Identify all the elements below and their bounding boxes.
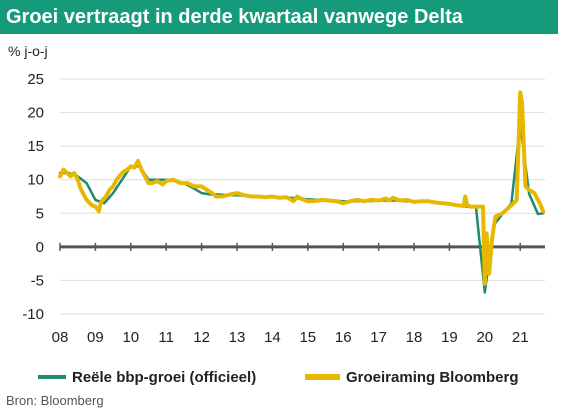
chart-title: Groei vertraagt in derde kwartaal vanweg… [0, 0, 558, 34]
legend-label-official: Reële bbp-groei (officieel) [72, 369, 256, 386]
x-tick-label: 11 [158, 329, 174, 346]
series-line-estimate [58, 90, 546, 286]
gridlines [60, 78, 545, 315]
x-tick-label: 21 [512, 329, 529, 346]
legend: Reële bbp-groei (officieel) Groeiraming … [38, 369, 519, 386]
y-axis-unit-label: % j-o-j [8, 43, 48, 59]
y-tick-label: -10 [22, 306, 44, 323]
source-note: Bron: Bloomberg [6, 393, 104, 408]
x-tick-label: 12 [193, 329, 210, 346]
y-tick-label: 5 [36, 205, 44, 222]
y-tick-label: 0 [36, 239, 44, 256]
x-tick-label: 13 [229, 329, 246, 346]
x-tick-label: 08 [52, 329, 69, 346]
legend-label-estimate: Groeiraming Bloomberg [346, 369, 519, 386]
x-tick-label: 18 [406, 329, 423, 346]
x-tick-label: 16 [335, 329, 352, 346]
x-tick-label: 20 [476, 329, 493, 346]
y-tick-label: 25 [27, 71, 44, 88]
x-tick-label: 19 [441, 329, 458, 346]
y-tick-label: -5 [31, 272, 44, 289]
series-lines [58, 90, 546, 294]
y-tick-label: 10 [27, 172, 44, 189]
axes: 25 20 15 10 5 0 -5 -10 08 09 10 11 12 13 14 15 16 17 18 19 2… [22, 71, 545, 346]
y-tick-label: 15 [27, 138, 44, 155]
y-tick-label: 20 [27, 105, 44, 122]
x-tick-label: 14 [264, 329, 281, 346]
x-tick-label: 10 [122, 329, 139, 346]
x-tick-label: 15 [299, 329, 316, 346]
x-tick-label: 17 [370, 329, 387, 346]
x-tick-label: 09 [87, 329, 104, 346]
